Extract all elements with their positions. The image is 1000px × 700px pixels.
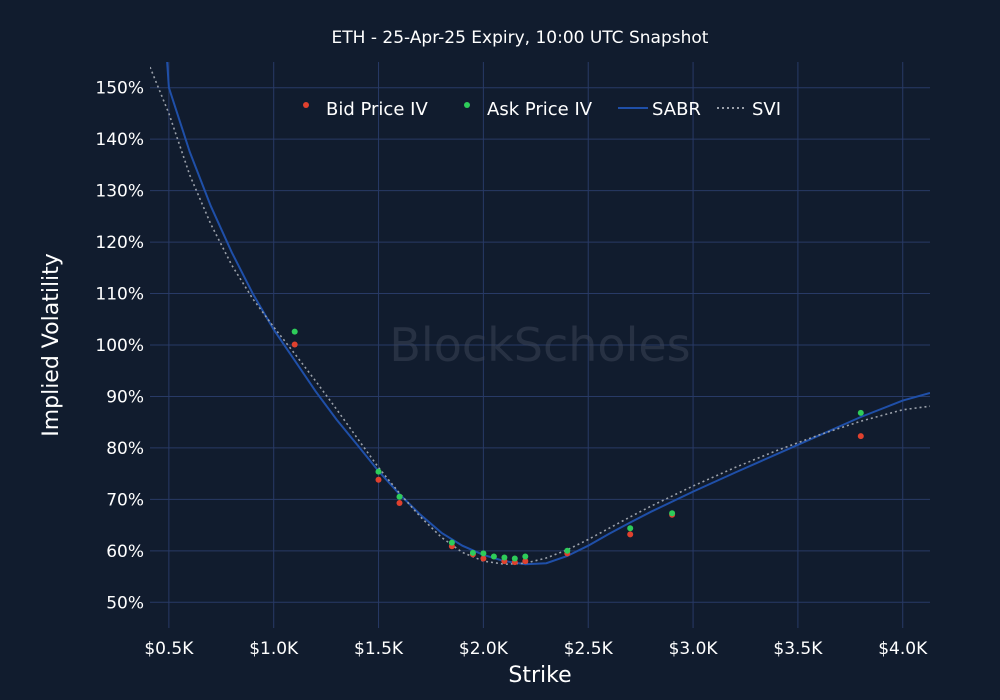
x-tick-label: $3.0K: [669, 639, 719, 659]
y-tick-label: 100%: [95, 336, 144, 356]
ask-iv-point: [469, 549, 476, 556]
ask-iv-point: [490, 553, 497, 560]
y-tick-label: 60%: [106, 542, 144, 562]
ask-marker-icon: [464, 102, 470, 108]
y-tick-label: 120%: [95, 233, 144, 253]
legend-item-svi[interactable]: SVI: [717, 99, 781, 120]
bid-iv-point: [522, 558, 529, 565]
x-tick-label: $1.0K: [249, 639, 299, 659]
legend-label-svi: SVI: [752, 99, 781, 120]
y-tick-label: 70%: [106, 490, 144, 510]
y-tick-label: 140%: [95, 130, 144, 150]
axis-ticks: $0.5K $1.0K $1.5K $2.0K $2.5K $3.0K $3.5K $4.0K…: [95, 79, 928, 659]
y-tick-label: 130%: [95, 182, 144, 202]
bid-iv-point: [480, 555, 487, 562]
ask-iv-point: [448, 539, 455, 546]
legend-item-ask[interactable]: Ask Price IV: [464, 99, 593, 120]
y-tick-label: 50%: [106, 593, 144, 613]
legend-label-ask: Ask Price IV: [487, 99, 593, 120]
x-tick-label: $3.5K: [773, 639, 823, 659]
ask-iv-point: [511, 555, 518, 562]
ask-iv-point: [627, 525, 634, 532]
ask-iv-point: [480, 550, 487, 557]
ask-iv-point: [501, 554, 508, 561]
bid-iv-point: [396, 500, 403, 506]
ask-iv-point: [522, 553, 529, 560]
x-axis-title: Strike: [508, 663, 571, 688]
y-axis-title: Implied Volatility: [39, 253, 64, 437]
chart-title: ETH - 25-Apr-25 Expiry, 10:00 UTC Snapsh…: [332, 28, 709, 48]
legend-item-bid[interactable]: Bid Price IV: [303, 99, 428, 120]
ask-iv-point: [291, 328, 298, 335]
x-tick-label: $1.5K: [354, 639, 404, 659]
ask-iv-point: [375, 468, 382, 475]
ask-iv-point: [396, 493, 403, 500]
ask-iv-point: [669, 510, 676, 517]
legend-item-sabr[interactable]: SABR: [618, 99, 701, 120]
bid-iv-point: [375, 476, 382, 483]
legend-label-sabr: SABR: [652, 99, 701, 120]
x-tick-label: $0.5K: [144, 639, 194, 659]
grid: [150, 62, 930, 628]
y-tick-label: 110%: [95, 285, 144, 305]
ask-iv-point: [564, 547, 571, 554]
legend-label-bid: Bid Price IV: [326, 99, 428, 120]
y-tick-label: 90%: [106, 387, 144, 407]
y-tick-label: 80%: [106, 439, 144, 459]
legend: Bid Price IV Ask Price IV SABR SVI: [303, 99, 781, 120]
bid-iv-point: [291, 341, 298, 348]
x-tick-label: $2.0K: [459, 639, 509, 659]
x-tick-label: $4.0K: [878, 639, 928, 659]
x-tick-label: $2.5K: [564, 639, 614, 659]
y-tick-label: 150%: [95, 79, 144, 99]
plot-area: [150, 62, 930, 566]
bid-iv-point: [627, 531, 634, 538]
ask-iv-point: [857, 409, 864, 416]
bid-marker-icon: [303, 102, 309, 108]
watermark-text: BlockScholes: [389, 318, 690, 372]
bid-iv-point: [857, 433, 864, 440]
